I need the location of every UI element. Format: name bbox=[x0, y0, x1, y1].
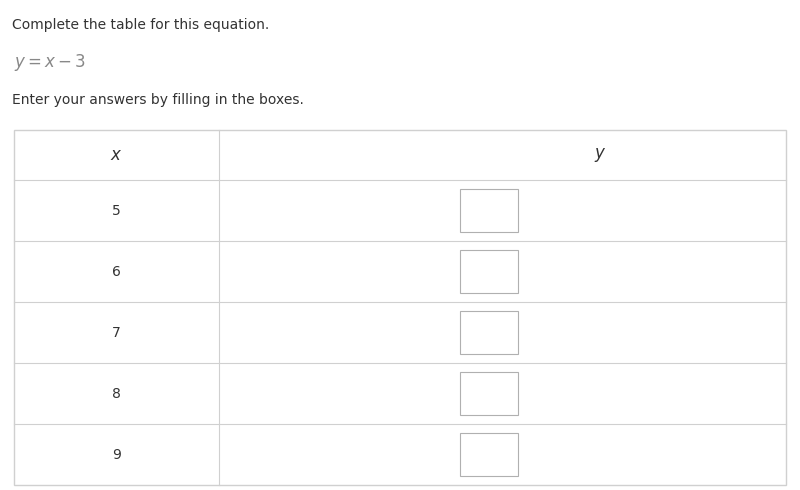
Text: 6: 6 bbox=[112, 265, 121, 278]
Text: 8: 8 bbox=[112, 387, 121, 400]
Bar bbox=[460, 311, 518, 354]
Bar bbox=[460, 433, 518, 476]
Text: 9: 9 bbox=[112, 447, 121, 462]
Text: Enter your answers by filling in the boxes.: Enter your answers by filling in the box… bbox=[12, 93, 304, 107]
Bar bbox=[460, 189, 518, 232]
Bar bbox=[14, 130, 786, 485]
Bar bbox=[460, 372, 518, 415]
Text: 5: 5 bbox=[112, 203, 121, 218]
Text: 7: 7 bbox=[112, 325, 121, 340]
Text: Complete the table for this equation.: Complete the table for this equation. bbox=[12, 18, 270, 32]
Text: $y = x - 3$: $y = x - 3$ bbox=[14, 52, 86, 73]
Bar bbox=[460, 250, 518, 293]
Text: $y$: $y$ bbox=[594, 146, 606, 164]
Text: $x$: $x$ bbox=[110, 146, 122, 164]
